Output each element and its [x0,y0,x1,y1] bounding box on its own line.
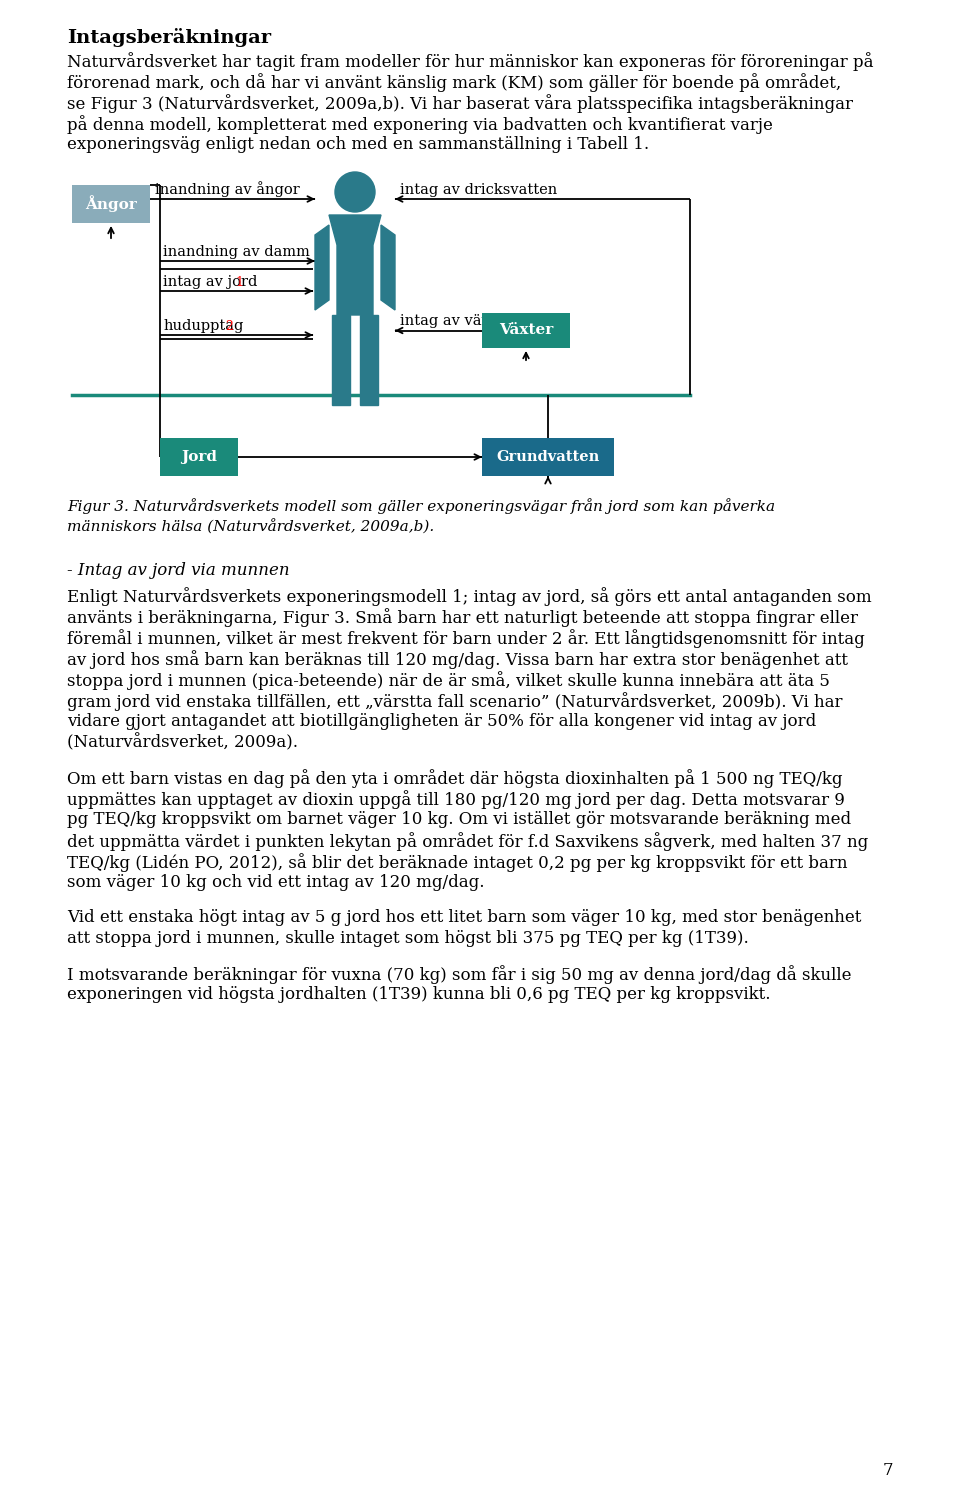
Text: Om ett barn vistas en dag på den yta i området där högsta dioxinhalten på 1 500 : Om ett barn vistas en dag på den yta i o… [67,768,843,788]
Text: som väger 10 kg och vid ett intag av 120 mg/dag.: som väger 10 kg och vid ett intag av 120… [67,874,485,892]
Text: intag av dricksvatten: intag av dricksvatten [400,183,557,198]
Text: Vid ett enstaka högt intag av 5 g jord hos ett litet barn som väger 10 kg, med s: Vid ett enstaka högt intag av 5 g jord h… [67,909,861,926]
Text: stoppa jord i munnen (pica-beteende) när de är små, vilket skulle kunna innebära: stoppa jord i munnen (pica-beteende) när… [67,672,829,690]
Text: Växter: Växter [499,324,553,337]
Text: inandning av damm: inandning av damm [163,245,310,259]
Text: gram jord vid enstaka tillfällen, ett „värstta fall scenario” (Naturvårdsverket,: gram jord vid enstaka tillfällen, ett „v… [67,692,843,710]
Text: hudupptag: hudupptag [163,319,244,333]
Polygon shape [329,215,381,315]
Bar [482,438,614,476]
Text: förorenad mark, och då har vi använt känslig mark (KM) som gäller för boende på : förorenad mark, och då har vi använt kän… [67,73,841,92]
Polygon shape [315,224,329,311]
Bar [482,314,570,348]
Text: (Naturvårdsverket, 2009a).: (Naturvårdsverket, 2009a). [67,734,298,752]
Text: använts i beräkningarna, Figur 3. Små barn har ett naturligt beteende att stoppa: använts i beräkningarna, Figur 3. Små ba… [67,608,858,627]
Text: uppmättes kan upptaget av dioxin uppgå till 180 pg/120 mg jord per dag. Detta mo: uppmättes kan upptaget av dioxin uppgå t… [67,791,845,808]
Text: pg TEQ/kg kroppsvikt om barnet väger 10 kg. Om vi istället gör motsvarande beräk: pg TEQ/kg kroppsvikt om barnet väger 10 … [67,811,852,828]
Bar [160,438,238,476]
Polygon shape [381,224,395,311]
Text: att stoppa jord i munnen, skulle intaget som högst bli 375 pg TEQ per kg (1T39).: att stoppa jord i munnen, skulle intaget… [67,930,749,947]
Bar [72,184,150,223]
Text: se Figur 3 (Naturvårdsverket, 2009a,b). Vi har baserat våra platsspecifika intag: se Figur 3 (Naturvårdsverket, 2009a,b). … [67,94,853,113]
Text: exponeringen vid högsta jordhalten (1T39) kunna bli 0,6 pg TEQ per kg kroppsvikt: exponeringen vid högsta jordhalten (1T39… [67,987,771,1003]
Text: I motsvarande beräkningar för vuxna (70 kg) som får i sig 50 mg av denna jord/da: I motsvarande beräkningar för vuxna (70 … [67,964,852,984]
Text: TEQ/kg (Lidén PO, 2012), så blir det beräknade intaget 0,2 pg per kg kroppsvikt : TEQ/kg (Lidén PO, 2012), så blir det ber… [67,853,848,872]
Text: Naturvårdsverket har tagit fram modeller för hur människor kan exponeras för för: Naturvårdsverket har tagit fram modeller… [67,52,874,71]
Text: inandning av ångor: inandning av ångor [155,181,300,198]
Text: föremål i munnen, vilket är mest frekvent för barn under 2 år. Ett långtidsgenom: föremål i munnen, vilket är mest frekven… [67,629,865,648]
Text: det uppmätta värdet i punkten lekytan på området för f.d Saxvikens sågverk, med : det uppmätta värdet i punkten lekytan på… [67,832,868,851]
Text: 1: 1 [235,276,243,288]
Text: exponeringsväg enligt nedan och med en sammanställning i Tabell 1.: exponeringsväg enligt nedan och med en s… [67,137,649,153]
Text: Figur 3. Naturvårdsverkets modell som gäller exponeringsvägar från jord som kan : Figur 3. Naturvårdsverkets modell som gä… [67,498,775,514]
Text: 2: 2 [225,319,233,333]
Text: Ångor: Ångor [85,196,137,212]
Text: Intagsberäkningar: Intagsberäkningar [67,28,271,48]
Text: människors hälsa (Naturvårdsverket, 2009a,b).: människors hälsa (Naturvårdsverket, 2009… [67,519,434,535]
Text: 7: 7 [882,1462,893,1479]
Text: intag av växter: intag av växter [400,315,512,328]
Text: Grundvatten: Grundvatten [496,450,600,464]
Text: intag av jord: intag av jord [163,275,257,288]
Text: av jord hos små barn kan beräknas till 120 mg/dag. Vissa barn har extra stor ben: av jord hos små barn kan beräknas till 1… [67,649,848,669]
Text: Enligt Naturvårdsverkets exponeringsmodell 1; intag av jord, så görs ett antal a: Enligt Naturvårdsverkets exponeringsmode… [67,587,872,606]
Polygon shape [332,315,350,406]
Text: Jord: Jord [181,450,217,464]
Polygon shape [360,315,378,406]
Circle shape [335,172,375,212]
Text: - Intag av jord via munnen: - Intag av jord via munnen [67,562,290,580]
Text: vidare gjort antagandet att biotillgängligheten är 50% för alla kongener vid int: vidare gjort antagandet att biotillgängl… [67,713,816,730]
Text: på denna modell, kompletterat med exponering via badvatten och kvantifierat varj: på denna modell, kompletterat med expone… [67,114,773,134]
